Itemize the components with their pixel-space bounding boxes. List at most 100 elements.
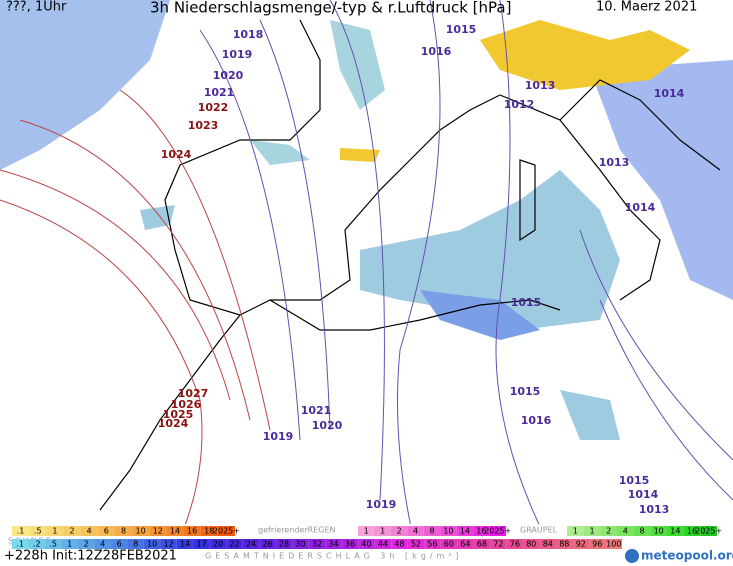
legend-value: 18: [204, 527, 214, 536]
legend-swatch: [423, 526, 441, 536]
isobar-label: 1016: [521, 414, 552, 427]
isobar-label: 1014: [625, 201, 656, 214]
legend-swatch: [12, 539, 29, 549]
legend-value: 76: [510, 540, 520, 549]
total-label: GESAMTNIEDERSCHLAG 3h [kg/m²]: [205, 552, 463, 561]
legend-swatch: [226, 539, 243, 549]
legend-swatch: [700, 526, 717, 536]
isobar-label: 1019: [366, 498, 397, 511]
legend-swatch: [567, 526, 584, 536]
isobar-label: 1023: [188, 119, 219, 132]
legend-swatch: [407, 526, 424, 536]
legend-swatch: [160, 539, 177, 549]
legend-swatch: [143, 539, 161, 549]
isobar-label: 1026: [171, 398, 202, 411]
legend-value: .1: [16, 540, 24, 549]
legend-value: 34: [328, 540, 338, 549]
legend-swatch: [390, 526, 408, 536]
legend-swatch: [97, 526, 115, 536]
legend-swatch: [29, 526, 47, 536]
legend-swatch: [440, 526, 457, 536]
legend-value: 28: [279, 540, 289, 549]
init: +228h Init:12Z28FEB2021: [4, 549, 177, 564]
legend-swatch: [473, 526, 490, 536]
legend-swatch: [424, 539, 441, 549]
graupel-label: GRAUPEL: [520, 526, 558, 535]
legend-swatch: [193, 539, 210, 549]
legend-value: .5: [34, 527, 42, 536]
legend-value: 17: [197, 540, 207, 549]
legend-value: 88: [559, 540, 569, 549]
legend-value: 6: [104, 527, 109, 536]
legend-swatch: [325, 539, 342, 549]
legend-value: 14: [460, 527, 470, 536]
legend-value: 32: [312, 540, 322, 549]
legend-value: 1: [52, 527, 57, 536]
legend-value: 2025+: [484, 527, 511, 536]
legend-value: 6: [117, 540, 122, 549]
legend-value: 2: [69, 527, 74, 536]
legend-value: 68: [477, 540, 487, 549]
isobar-label: 1016: [421, 45, 452, 58]
legend-swatch: [44, 539, 62, 549]
legend-value: 24: [246, 540, 256, 549]
legend-swatch: [407, 539, 425, 549]
legend-value: .5: [49, 540, 57, 549]
legend-value: 4: [100, 540, 105, 549]
legend-swatch: [457, 539, 474, 549]
legend-value: 8: [133, 540, 138, 549]
isobar-label: 1022: [198, 101, 229, 114]
legend-value: 14: [670, 527, 680, 536]
legend-swatch: [605, 539, 622, 549]
rain-label: gefrierenderREGEN: [258, 526, 336, 535]
legend-value: 4: [413, 527, 418, 536]
logo: [625, 549, 639, 563]
isobar-label: 1025: [163, 408, 194, 421]
legend-value: 8: [429, 527, 434, 536]
legend-swatch: [440, 539, 458, 549]
isobar-label: 1015: [510, 385, 541, 398]
legend-swatch: [28, 539, 45, 549]
legend-value: 10: [147, 540, 157, 549]
legend-swatch: [217, 526, 235, 536]
legend-value: 1: [67, 540, 72, 549]
legend-swatch: [259, 539, 276, 549]
legend-swatch: [275, 539, 293, 549]
legend-swatch: [617, 526, 634, 536]
legend-swatch: [341, 539, 359, 549]
isobar-label: 1019: [222, 48, 253, 61]
legend-value: 22: [229, 540, 239, 549]
legend-swatch: [149, 526, 167, 536]
legend-value: 52: [411, 540, 421, 549]
legend-swatch: [166, 526, 184, 536]
legend-value: 1: [589, 527, 594, 536]
legend-value: 20: [213, 540, 223, 549]
isobar-label: 1013: [599, 156, 630, 169]
legend-value: 16: [187, 527, 197, 536]
legend-value: 16: [476, 527, 486, 536]
legend-value: 100: [606, 540, 621, 549]
legend-swatch: [209, 539, 227, 549]
isobar-label: 1021: [301, 404, 332, 417]
legend-swatch: [358, 526, 375, 536]
legend-swatch: [391, 539, 408, 549]
isobar-label: 1013: [525, 79, 556, 92]
legend-swatch: [127, 539, 144, 549]
legend-swatch: [523, 539, 540, 549]
legend-value: 4: [87, 527, 92, 536]
legend-value: 40: [361, 540, 371, 549]
legend-value: 4: [623, 527, 628, 536]
legend-swatch: [633, 526, 651, 536]
legend-value: 56: [427, 540, 437, 549]
legend-swatch: [600, 526, 617, 536]
legend-value: 44: [378, 540, 388, 549]
legend-swatch: [556, 539, 573, 549]
legend-value: 2025+: [695, 527, 722, 536]
legend-value: 2: [84, 540, 89, 549]
legend-value: 14: [180, 540, 190, 549]
isobar-label: 1014: [628, 488, 659, 501]
isobar-label: 1018: [233, 28, 264, 41]
legend-swatch: [374, 539, 392, 549]
